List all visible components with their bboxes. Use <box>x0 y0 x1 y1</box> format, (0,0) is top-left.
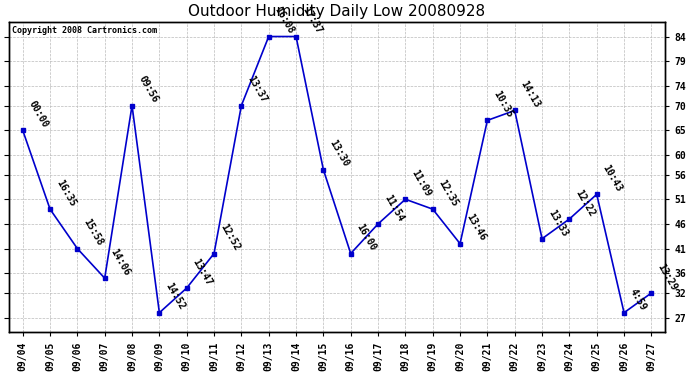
Text: 13:37: 13:37 <box>246 74 269 105</box>
Text: 14:52: 14:52 <box>164 282 187 312</box>
Text: 11:54: 11:54 <box>382 193 406 223</box>
Text: 00:00: 00:00 <box>27 99 50 129</box>
Text: 09:56: 09:56 <box>136 74 159 105</box>
Text: 14:06: 14:06 <box>109 247 132 278</box>
Text: 14:13: 14:13 <box>519 79 542 110</box>
Text: 16:00: 16:00 <box>355 222 378 253</box>
Text: 12:22: 12:22 <box>573 188 597 218</box>
Text: 12:35: 12:35 <box>437 178 460 209</box>
Text: 13:29: 13:29 <box>656 262 679 292</box>
Text: 16:35: 16:35 <box>55 178 77 209</box>
Text: 10:43: 10:43 <box>601 163 624 194</box>
Text: 13:30: 13:30 <box>328 138 351 169</box>
Text: 17:37: 17:37 <box>300 5 324 36</box>
Text: 15:58: 15:58 <box>81 217 105 248</box>
Text: 13:46: 13:46 <box>464 213 488 243</box>
Text: 11:09: 11:09 <box>410 168 433 198</box>
Text: 10:35: 10:35 <box>491 89 515 120</box>
Text: 12:52: 12:52 <box>218 222 241 253</box>
Text: 13:33: 13:33 <box>546 207 569 238</box>
Text: 16:08: 16:08 <box>273 5 296 36</box>
Title: Outdoor Humidity Daily Low 20080928: Outdoor Humidity Daily Low 20080928 <box>188 4 486 19</box>
Text: 13:47: 13:47 <box>191 257 214 287</box>
Text: Copyright 2008 Cartronics.com: Copyright 2008 Cartronics.com <box>12 26 157 35</box>
Text: 4:59: 4:59 <box>628 286 649 312</box>
